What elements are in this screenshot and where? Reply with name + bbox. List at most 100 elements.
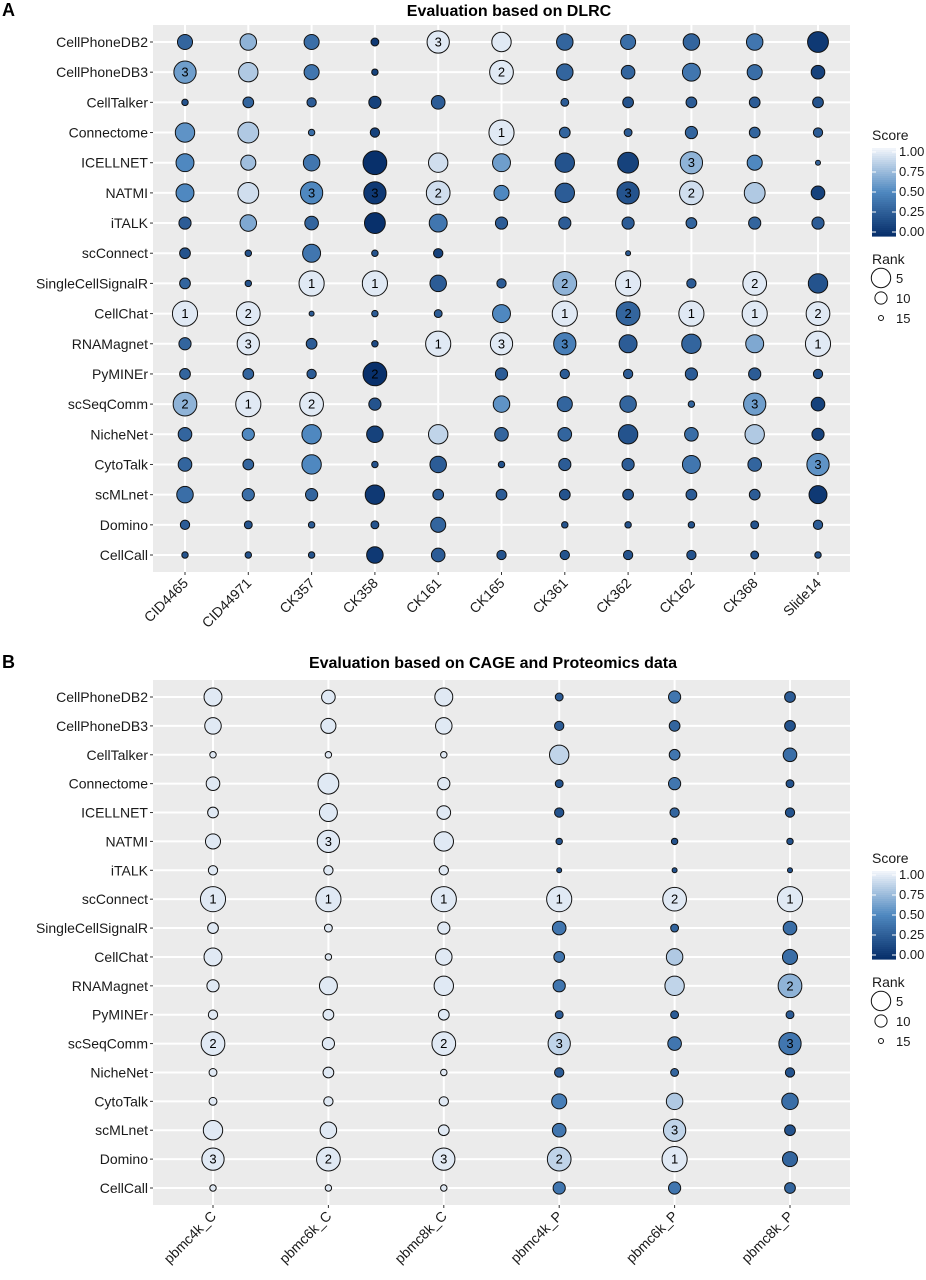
colorbar-segment: [872, 893, 896, 896]
colorbar-segment: [872, 230, 896, 233]
data-point: [239, 33, 258, 51]
data-point: [301, 424, 322, 445]
rank-label: 3: [556, 1036, 563, 1051]
data-point: [804, 330, 832, 357]
data-point: [778, 1031, 802, 1056]
colorbar-segment: [872, 901, 896, 904]
data-point: [177, 457, 193, 472]
data-point: [299, 391, 324, 417]
data-point: [748, 367, 762, 381]
column-tick-label: CK358: [339, 575, 381, 617]
data-point: [559, 368, 570, 380]
data-point: [307, 551, 316, 559]
data-point: [207, 865, 219, 876]
colorbar-segment: [872, 186, 896, 189]
column-tick-label: CK361: [529, 575, 571, 617]
data-point: [810, 185, 826, 201]
data-point: [179, 247, 191, 260]
score-legend-tick: 0.75: [899, 887, 924, 902]
data-point: [684, 426, 699, 442]
colorbar-segment: [872, 190, 896, 193]
data-point: [622, 368, 634, 380]
data-point: [554, 1010, 564, 1020]
data-point: [440, 751, 448, 759]
colorbar-segment: [872, 156, 896, 159]
data-point: [306, 368, 317, 380]
data-point: [324, 1184, 333, 1192]
data-point: [371, 340, 379, 348]
colorbar-segment: [872, 210, 896, 213]
rank-label: 2: [751, 276, 758, 291]
data-point: [425, 180, 451, 206]
row-tick-label: Connectome: [69, 125, 149, 141]
data-point: [679, 180, 704, 206]
data-point: [685, 217, 698, 229]
data-point: [361, 270, 388, 297]
rank-label: 1: [561, 306, 568, 321]
data-point: [556, 33, 574, 51]
data-point: [492, 304, 511, 324]
data-point: [670, 1010, 680, 1020]
rank-label: 3: [209, 1152, 216, 1167]
data-point: [623, 128, 633, 137]
data-point: [430, 547, 446, 563]
data-point: [494, 426, 509, 442]
data-point: [440, 1184, 448, 1192]
data-point: [317, 772, 340, 795]
data-point: [492, 153, 511, 173]
colorbar-segment: [872, 196, 896, 199]
row-tick-label: CellTalker: [87, 94, 149, 110]
data-point: [430, 886, 457, 913]
data-point: [622, 549, 634, 561]
score-legend-tick: 0.00: [899, 947, 924, 962]
data-point: [494, 367, 509, 381]
colorbar-segment: [872, 148, 896, 151]
data-point: [428, 152, 449, 173]
colorbar-segment: [872, 170, 896, 173]
data-point: [551, 1093, 568, 1110]
score-legend-tick: 1.00: [899, 144, 924, 159]
data-point: [684, 367, 699, 381]
colorbar-segment: [872, 917, 896, 920]
rank-label: 2: [814, 306, 821, 321]
data-point: [810, 64, 826, 80]
rank-legend-tick: 10: [896, 291, 910, 306]
data-point: [668, 1181, 682, 1195]
data-point: [812, 96, 824, 109]
data-point: [305, 337, 318, 350]
data-point: [428, 213, 448, 233]
colorbar-segment: [872, 885, 896, 888]
data-point: [810, 396, 826, 412]
row-tick-label: Domino: [100, 1151, 148, 1167]
row-tick-label: scMLnet: [95, 1122, 148, 1138]
rank-label: 1: [624, 276, 631, 291]
rank-legend-tick: 15: [896, 1034, 910, 1049]
row-tick-label: scSeqComm: [68, 396, 148, 412]
data-point: [784, 1124, 796, 1137]
data-point: [750, 550, 760, 560]
data-point: [494, 216, 509, 230]
data-point: [433, 975, 454, 997]
row-tick-label: RNAMagnet: [72, 336, 148, 352]
rank-label: 3: [751, 397, 758, 412]
column-tick-label: CK368: [719, 575, 761, 617]
colorbar-segment: [872, 887, 896, 890]
rank-label: 1: [435, 336, 442, 351]
rank-label: 3: [786, 1036, 793, 1051]
data-point: [784, 720, 796, 732]
colorbar-segment: [872, 168, 896, 171]
colorbar-segment: [872, 222, 896, 225]
data-point: [746, 154, 763, 171]
data-point: [181, 98, 189, 107]
data-point: [497, 460, 506, 469]
data-point: [743, 392, 767, 416]
colorbar-segment: [872, 188, 896, 191]
colorbar-segment: [872, 945, 896, 948]
colorbar-segment: [872, 234, 896, 237]
data-point: [668, 777, 682, 791]
data-point: [207, 806, 219, 819]
data-point: [204, 717, 222, 735]
colorbar-segment: [872, 150, 896, 153]
colorbar-segment: [872, 879, 896, 882]
data-point: [432, 1147, 456, 1171]
